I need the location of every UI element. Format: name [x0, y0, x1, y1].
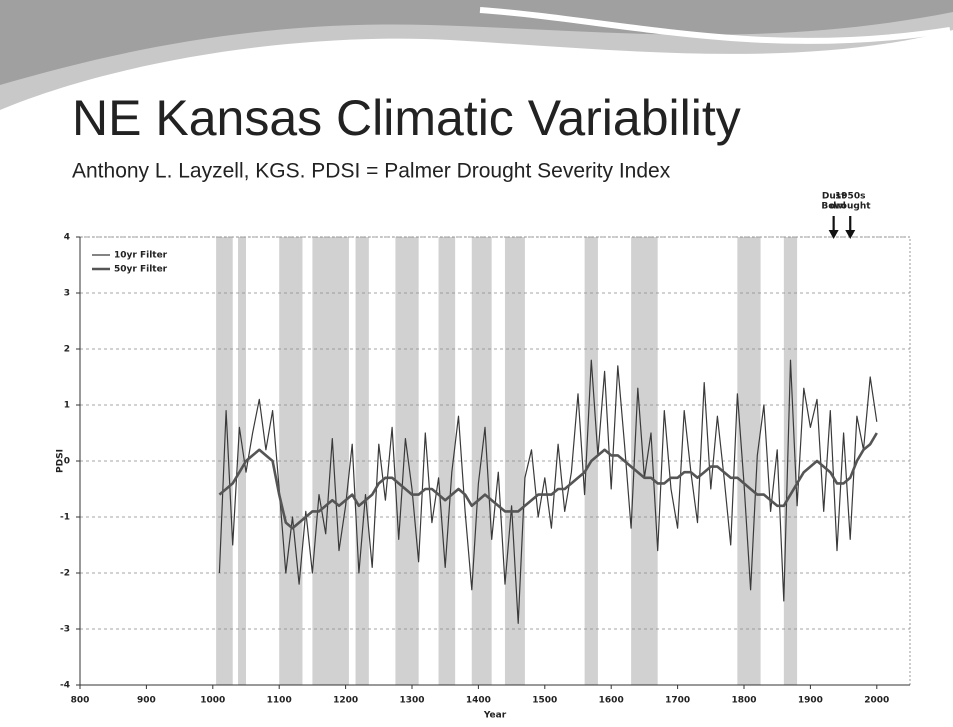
y-axis-label: PDSI: [56, 449, 66, 473]
x-tick-label: 1200: [333, 696, 358, 706]
y-tick-label: -1: [60, 513, 70, 523]
y-tick-label: 1: [64, 401, 70, 411]
slide-subtitle: Anthony L. Layzell, KGS. PDSI = Palmer D…: [72, 160, 671, 183]
annotation-text: drought: [830, 202, 871, 212]
x-tick-label: 2000: [864, 696, 889, 706]
y-tick-label: -3: [60, 625, 70, 635]
x-tick-label: 1300: [399, 696, 424, 706]
x-tick-label: 1700: [665, 696, 690, 706]
legend-label: 10yr Filter: [114, 251, 168, 261]
x-tick-label: 1400: [466, 696, 491, 706]
y-tick-label: 3: [64, 289, 70, 299]
y-tick-label: -2: [60, 569, 70, 579]
legend-label: 50yr Filter: [114, 265, 168, 275]
x-tick-label: 1500: [532, 696, 557, 706]
x-tick-label: 1100: [267, 696, 292, 706]
x-axis-label: Year: [483, 711, 507, 721]
x-tick-label: 800: [71, 696, 90, 706]
slide-title: NE Kansas Climatic Variability: [72, 90, 741, 146]
annotation-text: 1950s: [835, 192, 865, 202]
x-tick-label: 1600: [599, 696, 624, 706]
x-tick-label: 1900: [798, 696, 823, 706]
y-tick-label: 4: [64, 233, 70, 243]
x-tick-label: 1000: [200, 696, 225, 706]
slide: NE Kansas Climatic Variability Anthony L…: [0, 0, 953, 727]
x-tick-label: 900: [137, 696, 156, 706]
y-tick-label: 2: [64, 345, 70, 355]
x-tick-label: 1800: [731, 696, 756, 706]
y-tick-label: -4: [60, 681, 70, 691]
